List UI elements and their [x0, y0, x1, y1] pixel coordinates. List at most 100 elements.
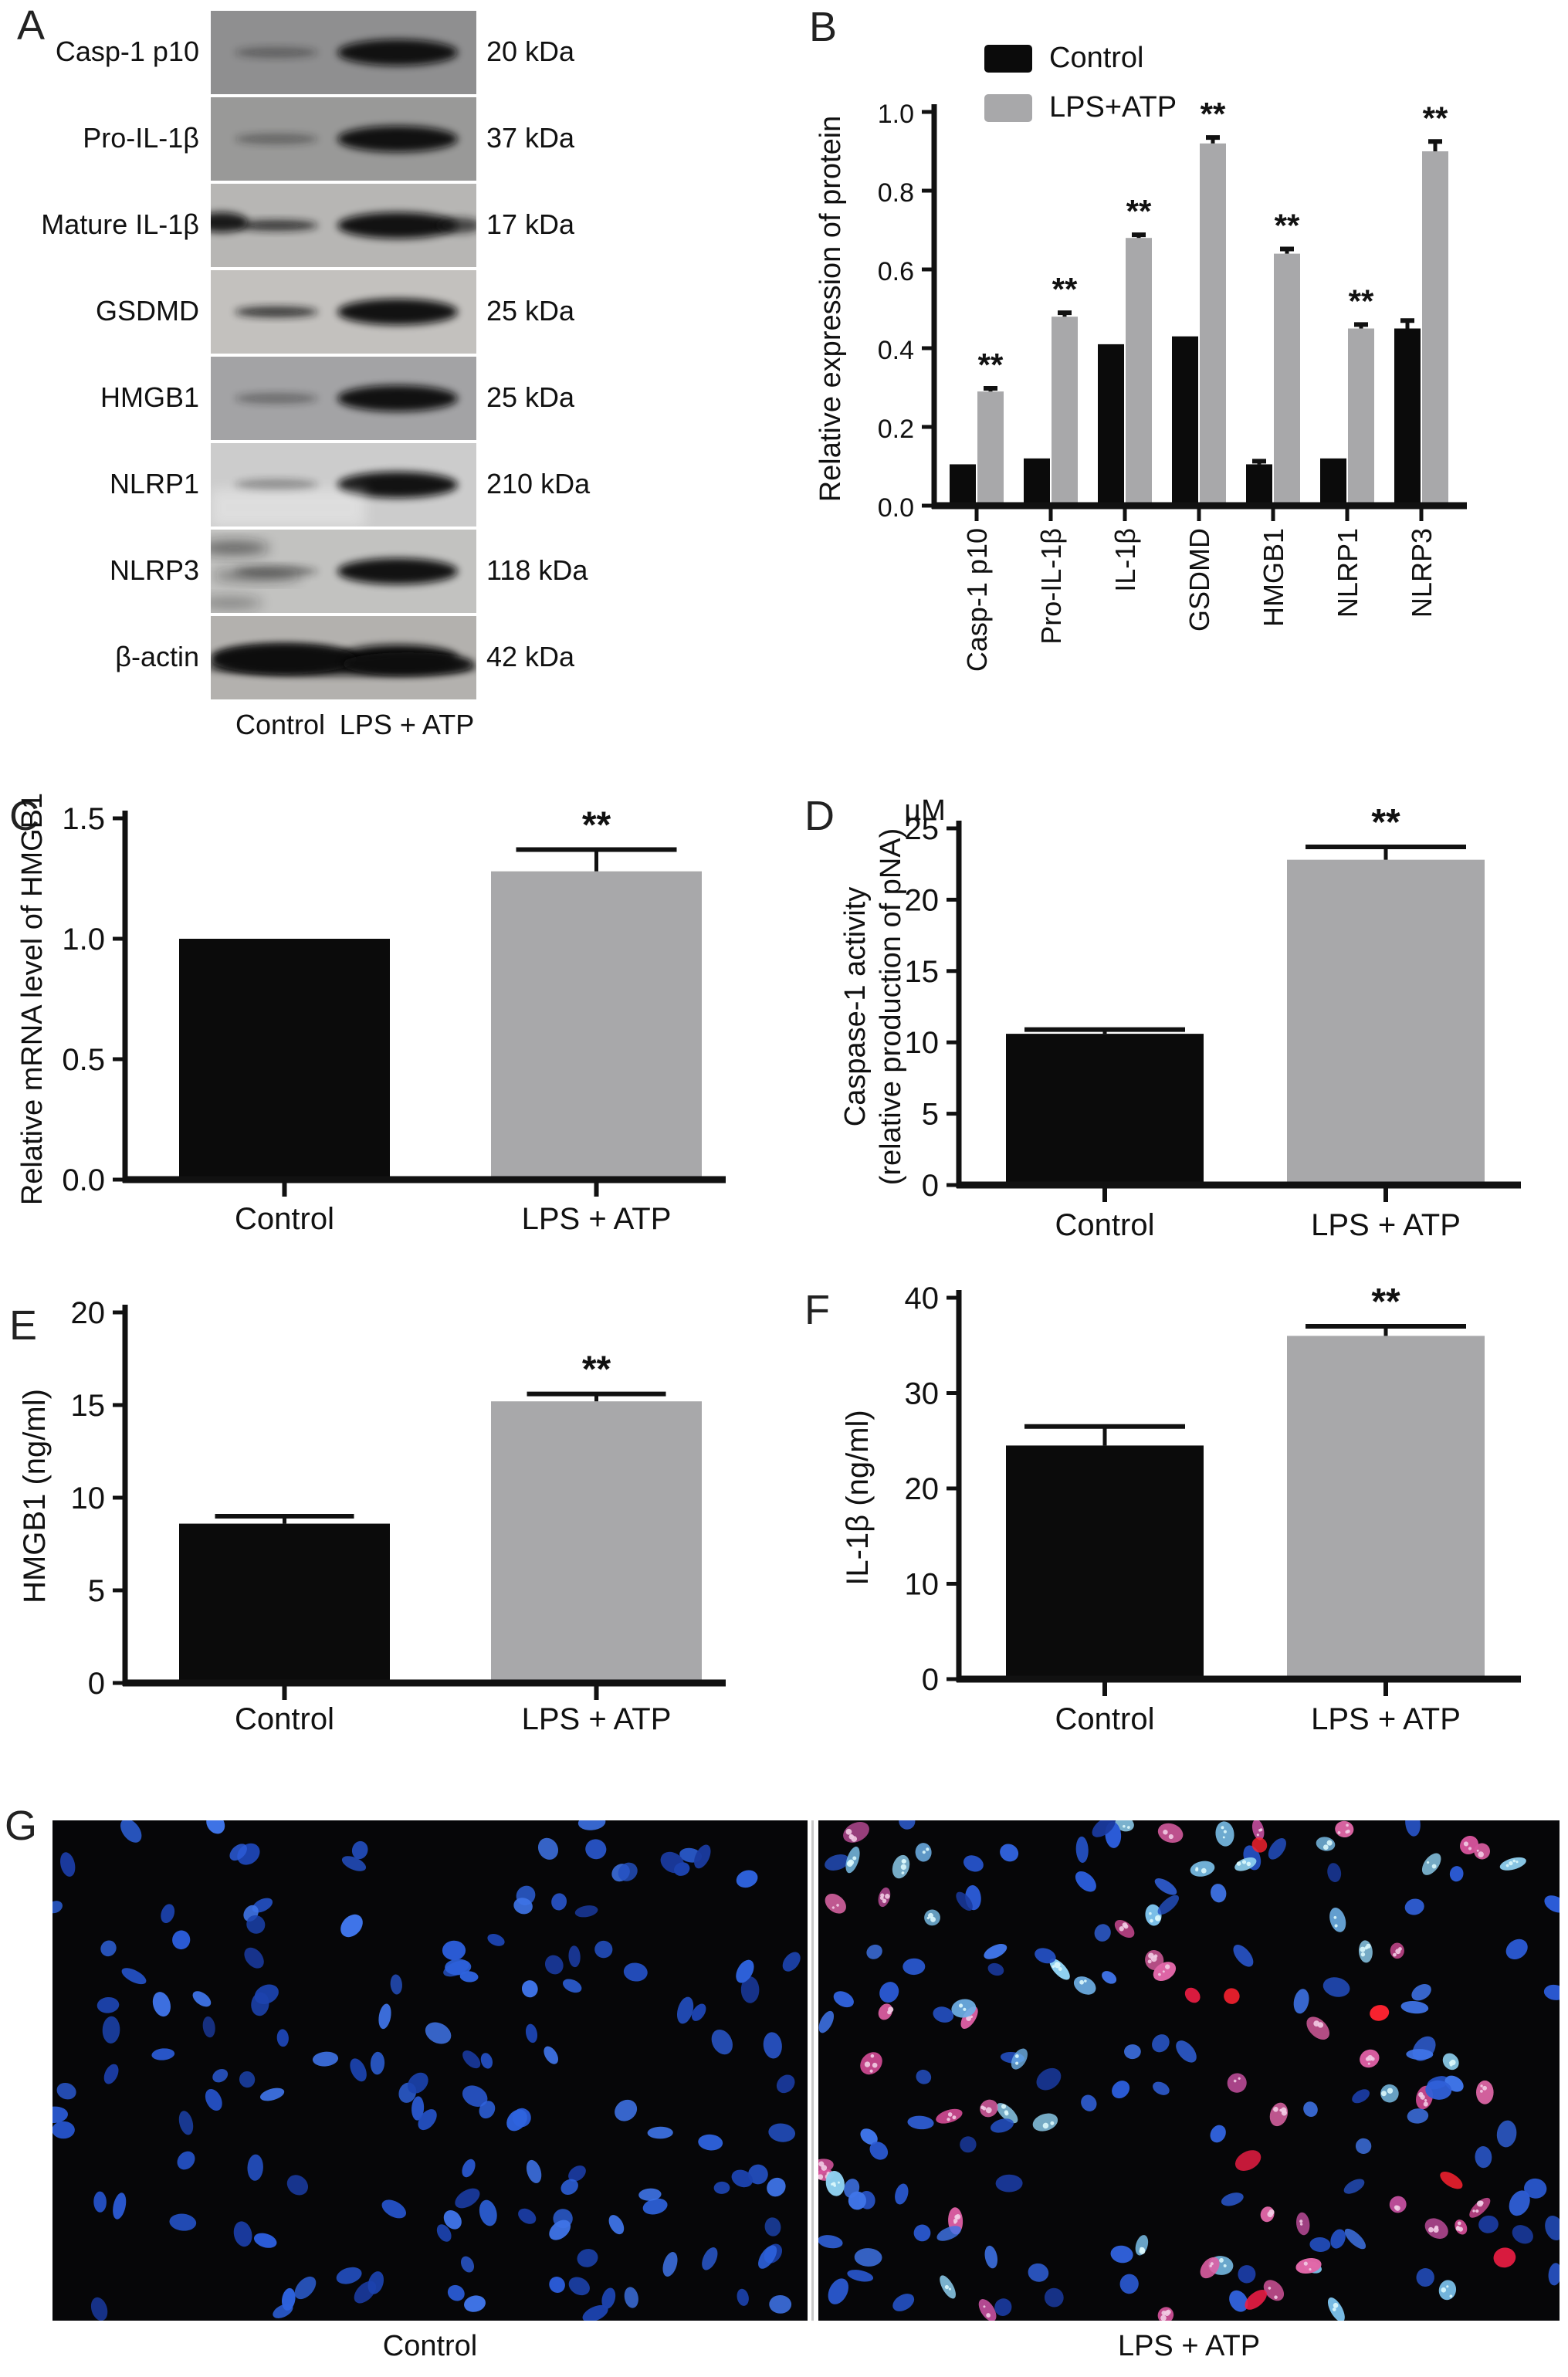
- category-label: Casp-1 p10: [961, 528, 993, 672]
- nucleus-pink: [878, 2003, 894, 2020]
- nucleus-blue: [1327, 1863, 1342, 1883]
- nucleus-blue: [956, 1891, 973, 1911]
- nucleus-blue: [1157, 1894, 1180, 1915]
- category-label: NLRP1: [1332, 528, 1363, 618]
- nucleus-blue: [1075, 1836, 1089, 1863]
- y-axis-title-line2: (relative production of pNA): [875, 828, 907, 1186]
- nucleus-pink: [1269, 2102, 1289, 2127]
- micrograph-label-lps-atp: LPS + ATP: [1117, 2330, 1261, 2362]
- nucleus-cyan: [1442, 2053, 1459, 2071]
- blot-kda-label: 37 kDa: [486, 122, 575, 154]
- nucleus-blue: [984, 2245, 998, 2269]
- legend-swatch-lps-atp: [984, 94, 1032, 122]
- nucleus-blue: [442, 1940, 466, 1961]
- nucleus-blue: [90, 2297, 108, 2321]
- nucleus-blue: [286, 2175, 309, 2196]
- nucleus-blue: [568, 2165, 586, 2182]
- nucleus-blue: [178, 2111, 194, 2135]
- nucleus-blue: [152, 1992, 171, 2017]
- significance-marker: **: [1052, 271, 1078, 307]
- nucleus-blue: [676, 1996, 694, 2024]
- bar-control: [1320, 458, 1346, 506]
- bar-control: [1024, 458, 1050, 506]
- nucleus-blue: [411, 2096, 425, 2121]
- y-tick-label: 0.5: [62, 1043, 105, 1077]
- nucleus-blue: [462, 2085, 488, 2107]
- nucleus-blue: [1405, 1820, 1421, 1837]
- nucleus-blue: [93, 2191, 107, 2213]
- nucleus-blue: [1524, 2178, 1547, 2199]
- nucleus-blue: [758, 2245, 777, 2269]
- nucleus-blue: [736, 1870, 758, 1888]
- blot-kda-label: 118 kDa: [486, 554, 588, 586]
- nucleus-blue: [52, 2121, 75, 2139]
- nucleus-red: [1245, 2289, 1268, 2310]
- nucleus-cyan: [1316, 1837, 1336, 1851]
- legend-label: Control: [1049, 42, 1144, 74]
- nucleus-blue: [702, 2247, 718, 2270]
- nucleus-pink: [878, 1887, 891, 1908]
- nucleus-blue: [1268, 1837, 1286, 1860]
- y-tick-label: 10: [905, 1568, 940, 1602]
- nucleus-blue: [1094, 1924, 1111, 1942]
- chart-panel-e: Control ** LPS + ATP 0 5 10 15 20 HMGB1 (ng/ml): [18, 1297, 726, 1736]
- nucleus-blue: [828, 2278, 848, 2304]
- y-tick-label: 20: [71, 1297, 106, 1330]
- nucleus-pink: [1390, 1942, 1404, 1959]
- nucleus-blue: [991, 2118, 1014, 2133]
- nucleus-red: [1370, 2005, 1390, 2021]
- blot-protein-label: Mature IL-1β: [41, 208, 199, 240]
- y-tick-label: 15: [71, 1389, 106, 1423]
- nucleus-blue: [1124, 2044, 1141, 2060]
- nucleus-pink: [1306, 2016, 1330, 2040]
- y-tick-label: 1.0: [62, 923, 105, 957]
- nucleus-blue: [1545, 2215, 1560, 2241]
- nucleus-cyan: [1329, 1908, 1346, 1932]
- blot-kda-label: 25 kDa: [486, 381, 575, 413]
- nucleus-pink: [818, 2159, 834, 2175]
- nucleus-blue: [259, 2087, 285, 2101]
- nucleus-blue: [767, 2177, 786, 2197]
- nucleus-red: [1224, 1988, 1240, 2004]
- nucleus-blue: [1210, 2125, 1226, 2143]
- nucleus-blue: [233, 2221, 252, 2247]
- nucleus-blue: [506, 2109, 527, 2132]
- significance-marker: **: [1423, 100, 1448, 136]
- significance-marker: **: [1126, 193, 1152, 229]
- nucleus-blue: [1411, 1984, 1431, 2001]
- nucleus-blue: [907, 2115, 934, 2130]
- chart-panel-b: ** Casp-1 p10 ** Pro-IL-1β ** IL-1β ** GSDMD ** H…: [814, 42, 1467, 672]
- nucleus-blue: [568, 1945, 581, 1968]
- nucleus-pink: [860, 2052, 882, 2075]
- nucleus-pink: [1114, 1919, 1135, 1939]
- bar-lps-atp: [1274, 253, 1300, 506]
- nucleus-blue: [513, 1898, 533, 1915]
- significance-marker: **: [1201, 96, 1226, 132]
- nucleus-blue: [52, 1901, 63, 1914]
- blot-strip-row: [211, 270, 476, 354]
- nucleus-blue: [711, 2029, 733, 2055]
- y-tick-label: 30: [905, 1377, 940, 1411]
- y-axis-title: Relative expression of protein: [814, 116, 847, 503]
- nucleus-blue: [1154, 1878, 1177, 1895]
- nucleus-blue: [1475, 2146, 1492, 2169]
- nucleus-blue: [1075, 1871, 1096, 1892]
- nucleus-blue: [1112, 2081, 1130, 2099]
- nucleus-pink: [1260, 2206, 1275, 2223]
- nucleus-blue: [1548, 2263, 1560, 2286]
- nucleus-blue: [487, 1934, 505, 1946]
- nucleus-cyan: [1135, 2235, 1149, 2256]
- nucleus-blue: [866, 1944, 882, 1959]
- nucleus-blue: [172, 1930, 191, 1950]
- nucleus-blue: [562, 1979, 582, 1993]
- nucleus-blue: [479, 2199, 497, 2226]
- nucleus-cyan: [1234, 1857, 1257, 1871]
- blot-image: [211, 357, 476, 440]
- nucleus-blue: [1036, 2067, 1062, 2091]
- nucleus-blue: [1400, 2000, 1429, 2014]
- blot-lane-label-lps-atp: LPS + ATP: [339, 709, 475, 740]
- nucleus-cyan: [1011, 2048, 1028, 2070]
- nucleus-blue: [748, 2164, 768, 2185]
- nucleus-blue: [418, 2109, 437, 2131]
